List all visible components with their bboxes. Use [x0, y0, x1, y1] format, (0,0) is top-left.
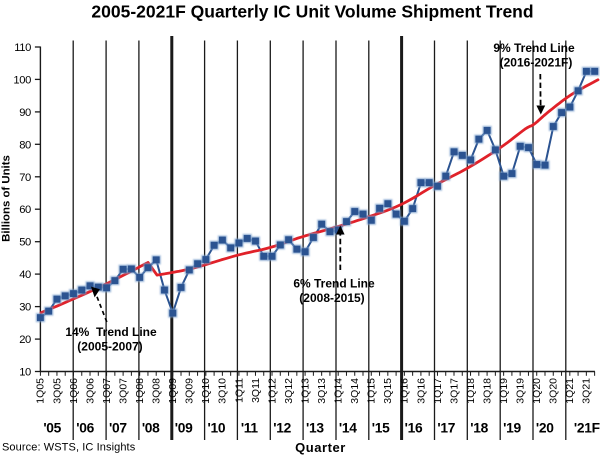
svg-text:1Q05: 1Q05 — [35, 378, 47, 404]
svg-text:30: 30 — [19, 302, 31, 314]
svg-text:3Q21: 3Q21 — [581, 378, 593, 404]
svg-text:1Q16: 1Q16 — [399, 378, 411, 404]
svg-text:3Q15: 3Q15 — [382, 378, 394, 404]
svg-text:'18: '18 — [470, 420, 488, 435]
svg-text:9% Trend Line: 9% Trend Line — [493, 41, 575, 55]
svg-text:'16: '16 — [405, 420, 423, 435]
svg-text:'13: '13 — [306, 420, 324, 435]
svg-text:'14: '14 — [339, 420, 357, 435]
svg-text:70: 70 — [19, 172, 31, 184]
svg-text:1Q21: 1Q21 — [564, 378, 576, 404]
svg-text:90: 90 — [19, 107, 31, 119]
svg-text:1Q17: 1Q17 — [432, 378, 444, 404]
svg-text:Source: WSTS, IC Insights: Source: WSTS, IC Insights — [2, 442, 136, 454]
svg-text:1Q08: 1Q08 — [134, 378, 146, 404]
svg-text:3Q12: 3Q12 — [283, 378, 295, 404]
svg-text:3Q11: 3Q11 — [250, 378, 262, 403]
svg-text:1Q14: 1Q14 — [333, 378, 345, 404]
svg-text:1Q19: 1Q19 — [498, 378, 510, 404]
svg-text:'09: '09 — [175, 420, 193, 435]
svg-text:50: 50 — [19, 237, 31, 249]
svg-text:'17: '17 — [437, 420, 455, 435]
svg-text:1Q15: 1Q15 — [366, 378, 378, 404]
svg-text:1Q10: 1Q10 — [200, 378, 212, 404]
svg-text:'20: '20 — [536, 420, 554, 435]
svg-text:1Q11: 1Q11 — [233, 378, 245, 403]
svg-text:'15: '15 — [372, 420, 390, 435]
svg-text:14% Trend Line: 14% Trend Line — [65, 325, 157, 339]
svg-text:1Q07: 1Q07 — [101, 378, 113, 404]
svg-text:1Q13: 1Q13 — [299, 378, 311, 404]
svg-text:2005-2021F Quarterly IC Unit V: 2005-2021F Quarterly IC Unit Volume Ship… — [91, 2, 533, 22]
svg-text:3Q07: 3Q07 — [117, 378, 129, 404]
svg-text:(2016-2021F): (2016-2021F) — [500, 56, 573, 70]
svg-text:Billions of Units: Billions of Units — [1, 155, 13, 242]
svg-text:'05: '05 — [43, 420, 61, 435]
svg-text:3Q10: 3Q10 — [217, 378, 229, 404]
svg-text:'21F: '21F — [574, 420, 600, 435]
svg-text:3Q17: 3Q17 — [448, 378, 460, 404]
svg-text:1Q09: 1Q09 — [167, 378, 179, 404]
svg-text:1Q20: 1Q20 — [531, 378, 543, 404]
svg-text:'11: '11 — [241, 420, 259, 435]
svg-text:1Q18: 1Q18 — [465, 378, 477, 404]
svg-text:80: 80 — [19, 139, 31, 151]
svg-text:10: 10 — [19, 367, 31, 379]
svg-text:'06: '06 — [76, 420, 94, 435]
svg-text:'08: '08 — [142, 420, 160, 435]
svg-text:Quarter: Quarter — [295, 440, 346, 455]
svg-text:40: 40 — [19, 269, 31, 281]
svg-text:3Q19: 3Q19 — [515, 378, 527, 404]
svg-text:60: 60 — [19, 204, 31, 216]
svg-text:110: 110 — [14, 42, 31, 54]
svg-text:3Q05: 3Q05 — [51, 378, 63, 404]
svg-text:'12: '12 — [273, 420, 291, 435]
svg-text:3Q06: 3Q06 — [84, 378, 96, 404]
svg-text:100: 100 — [13, 74, 31, 86]
svg-text:1Q12: 1Q12 — [266, 378, 278, 404]
svg-text:3Q18: 3Q18 — [481, 378, 493, 404]
svg-text:3Q09: 3Q09 — [184, 378, 196, 404]
svg-text:'19: '19 — [503, 420, 521, 435]
svg-text:3Q20: 3Q20 — [548, 378, 560, 404]
svg-text:'10: '10 — [208, 420, 226, 435]
svg-text:3Q14: 3Q14 — [349, 378, 361, 404]
svg-text:'07: '07 — [109, 420, 127, 435]
svg-text:3Q13: 3Q13 — [316, 378, 328, 404]
svg-text:20: 20 — [19, 334, 31, 346]
svg-text:3Q16: 3Q16 — [415, 378, 427, 404]
svg-text:6% Trend Line: 6% Trend Line — [293, 277, 375, 291]
svg-text:(2005-2007): (2005-2007) — [77, 340, 142, 354]
svg-text:1Q06: 1Q06 — [68, 378, 80, 404]
svg-text:(2008-2015): (2008-2015) — [299, 291, 364, 305]
svg-text:3Q08: 3Q08 — [151, 378, 163, 404]
